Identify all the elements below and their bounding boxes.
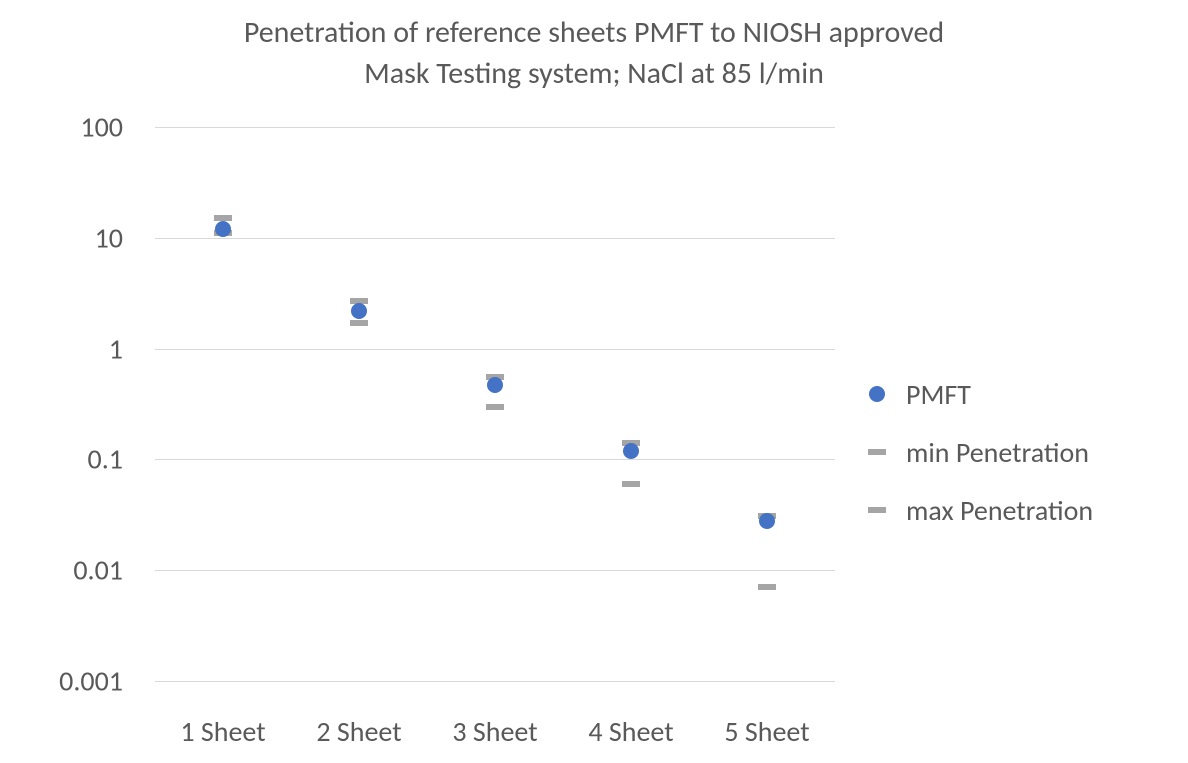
legend-item-min: min Penetration <box>862 423 1093 481</box>
gridline <box>155 238 835 239</box>
dash-icon <box>862 507 892 513</box>
pmft-point <box>351 303 367 319</box>
gridline <box>155 570 835 571</box>
min-penetration-point <box>622 481 640 487</box>
x-tick-label: 4 Sheet <box>588 714 673 749</box>
plot-area <box>155 127 835 681</box>
legend-item-max: max Penetration <box>862 481 1093 539</box>
y-tick-label: 0.01 <box>73 553 123 588</box>
x-tick-label: 3 Sheet <box>452 714 537 749</box>
legend-label: min Penetration <box>906 435 1089 470</box>
y-tick-label: 100 <box>80 110 123 145</box>
x-tick-label: 2 Sheet <box>316 714 401 749</box>
circle-icon <box>862 386 892 402</box>
legend: PMFT min Penetration max Penetration <box>862 365 1093 539</box>
dash-icon <box>862 449 892 455</box>
legend-label: max Penetration <box>906 493 1093 528</box>
pmft-point <box>215 221 231 237</box>
chart-container: Penetration of reference sheets PMFT to … <box>0 0 1188 763</box>
gridline <box>155 349 835 350</box>
min-penetration-point <box>350 320 368 326</box>
legend-label: PMFT <box>906 377 971 412</box>
y-tick-label: 0.1 <box>88 442 123 477</box>
pmft-point <box>487 377 503 393</box>
x-tick-label: 1 Sheet <box>180 714 265 749</box>
y-tick-label: 1 <box>109 331 123 366</box>
pmft-point <box>623 443 639 459</box>
legend-item-pmft: PMFT <box>862 365 1093 423</box>
y-tick-label: 10 <box>95 220 123 255</box>
chart-title: Penetration of reference sheets PMFT to … <box>0 12 1188 95</box>
min-penetration-point <box>486 404 504 410</box>
gridline <box>155 127 835 128</box>
min-penetration-point <box>758 584 776 590</box>
y-tick-label: 0.001 <box>59 664 123 699</box>
pmft-point <box>759 513 775 529</box>
gridline <box>155 681 835 682</box>
gridline <box>155 459 835 460</box>
x-tick-label: 5 Sheet <box>724 714 809 749</box>
